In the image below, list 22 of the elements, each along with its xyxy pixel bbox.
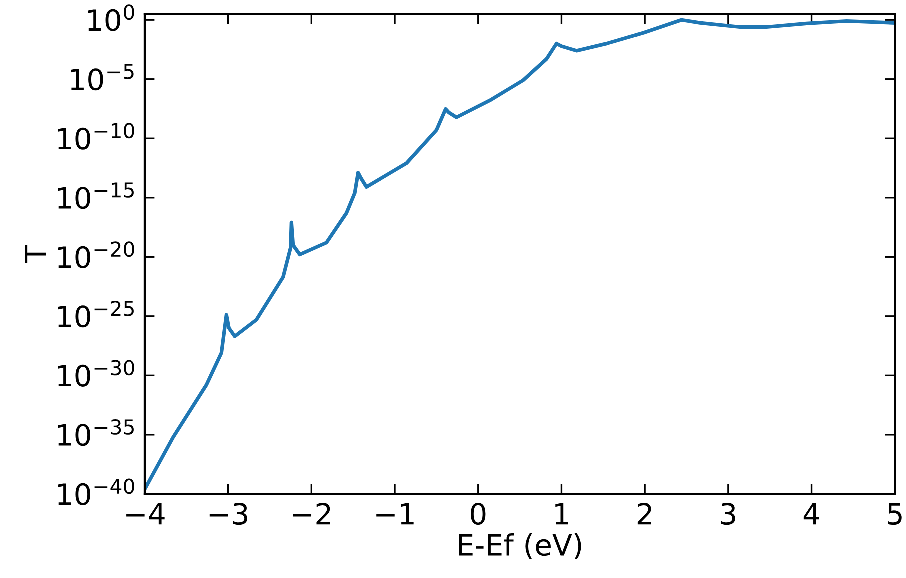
y-tick-label: 10$^{−40}$: [58, 478, 134, 506]
y-tick-label: 10$^{−20}$: [58, 242, 134, 268]
line-series: [144, 18, 896, 492]
x-tick-label: 4: [804, 503, 820, 525]
x-tick-label: 2: [638, 503, 652, 525]
x-tick-label: 3: [721, 503, 736, 526]
y-tick-label: 10$^{−25}$: [58, 300, 134, 328]
x-tick-label: 5: [888, 503, 902, 526]
x-tick-label: −4: [126, 503, 165, 525]
x-tick-label: 1: [556, 503, 568, 525]
x-tick-label: 0: [471, 503, 486, 526]
y-tick-label: 10$^{−10}$: [58, 123, 134, 150]
x-tick-label: −2: [293, 503, 330, 525]
y-tick-label: 10$^{−5}$: [71, 64, 134, 91]
y-axis-title: T: [25, 245, 46, 264]
x-tick-label: −3: [210, 503, 248, 526]
y-tick-label: 10$^{−30}$: [58, 360, 134, 387]
x-tick-label: −1: [376, 503, 414, 525]
y-tick-label: 10$^{−35}$: [58, 419, 134, 446]
x-axis-title: E-Ef (eV): [459, 534, 582, 560]
y-tick-label: 10$^{0}$: [88, 4, 134, 32]
y-tick-label: 10$^{−15}$: [58, 182, 134, 210]
